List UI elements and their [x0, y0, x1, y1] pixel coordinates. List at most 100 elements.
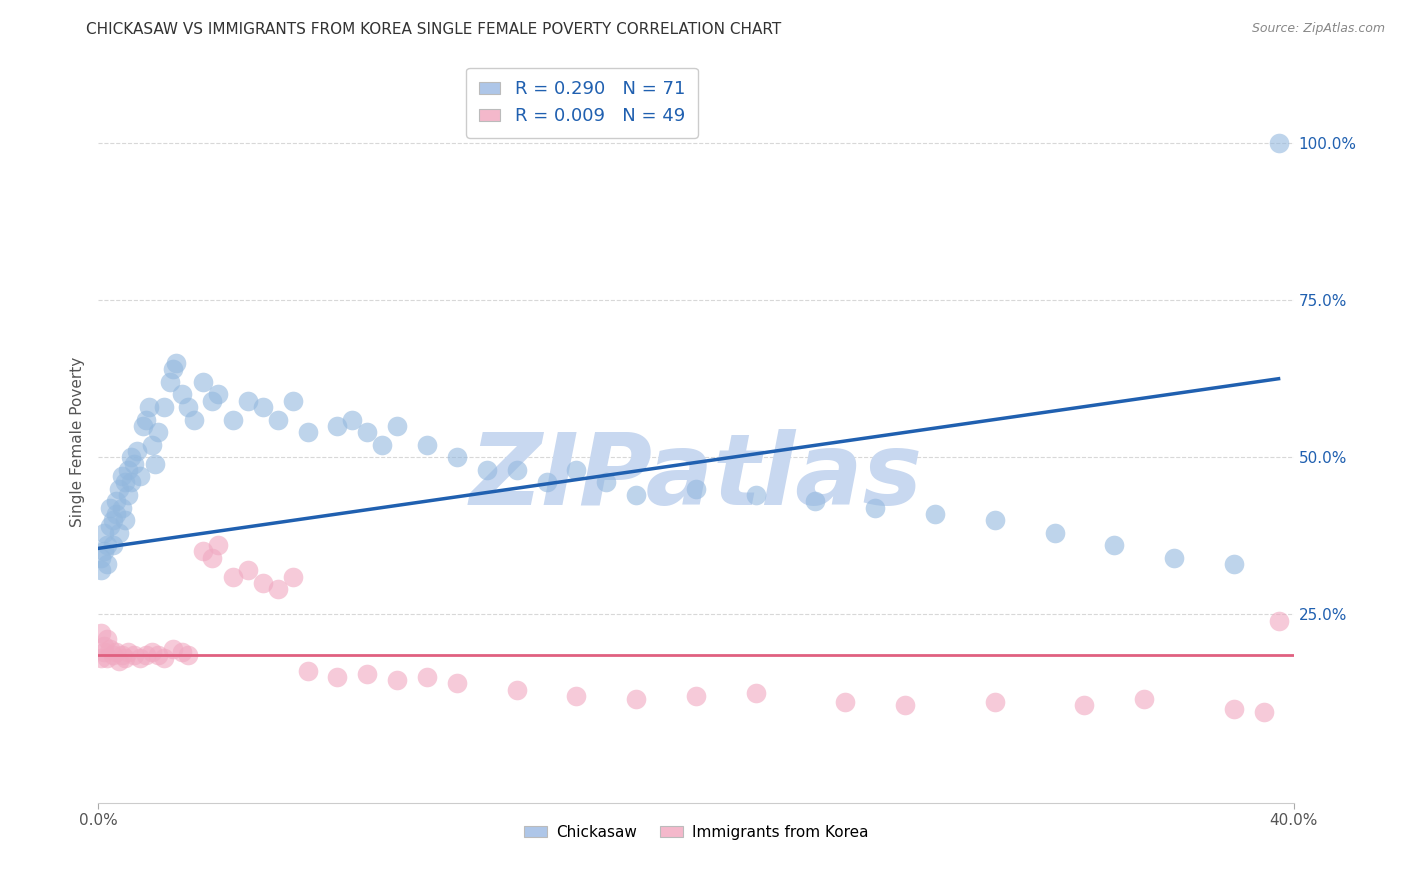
Point [1104, 538, 1126, 552]
Point [141, 645, 163, 659]
Point [117, 645, 139, 659]
Point [114, 651, 136, 665]
Point [153, 651, 176, 665]
Text: ZIPatlas: ZIPatlas [470, 429, 922, 526]
Point [252, 575, 274, 590]
Point [201, 550, 224, 565]
Point [1163, 550, 1185, 565]
Point [475, 463, 498, 477]
Point [96, 651, 118, 665]
Point [105, 645, 128, 659]
Point [565, 463, 588, 477]
Point [117, 488, 139, 502]
Point [111, 469, 134, 483]
Point [162, 362, 184, 376]
Point [90, 651, 112, 665]
Point [129, 469, 152, 483]
Y-axis label: Single Female Poverty: Single Female Poverty [69, 357, 84, 526]
Point [143, 457, 166, 471]
Point [894, 698, 917, 713]
Point [93, 544, 115, 558]
Point [93, 639, 115, 653]
Point [108, 525, 131, 540]
Point [236, 563, 259, 577]
Point [191, 544, 214, 558]
Point [281, 569, 304, 583]
Point [506, 463, 529, 477]
Point [114, 475, 136, 490]
Point [201, 393, 224, 408]
Point [297, 425, 319, 439]
Point [745, 686, 768, 700]
Point [124, 648, 146, 662]
Point [207, 387, 229, 401]
Point [103, 513, 125, 527]
Point [132, 418, 155, 433]
Point [103, 538, 125, 552]
Point [96, 538, 118, 552]
Point [129, 651, 152, 665]
Point [98, 500, 122, 515]
Point [108, 655, 131, 669]
Point [105, 507, 128, 521]
Point [356, 667, 378, 681]
Point [114, 513, 136, 527]
Point [98, 641, 122, 656]
Point [103, 648, 125, 662]
Point [416, 438, 439, 452]
Point [297, 664, 319, 678]
Point [745, 488, 768, 502]
Point [865, 500, 887, 515]
Point [804, 494, 827, 508]
Point [138, 400, 160, 414]
Point [536, 475, 558, 490]
Point [1267, 614, 1289, 628]
Point [326, 670, 349, 684]
Point [117, 463, 139, 477]
Text: Source: ZipAtlas.com: Source: ZipAtlas.com [1251, 22, 1385, 36]
Point [1223, 701, 1246, 715]
Point [191, 375, 214, 389]
Point [153, 400, 176, 414]
Point [96, 632, 118, 647]
Point [93, 645, 115, 659]
Text: CHICKASAW VS IMMIGRANTS FROM KOREA SINGLE FEMALE POVERTY CORRELATION CHART: CHICKASAW VS IMMIGRANTS FROM KOREA SINGL… [87, 22, 782, 37]
Point [177, 400, 200, 414]
Point [127, 444, 149, 458]
Point [183, 412, 205, 426]
Point [162, 641, 184, 656]
Point [98, 519, 122, 533]
Point [159, 375, 181, 389]
Point [165, 356, 187, 370]
Point [90, 563, 112, 577]
Point [1133, 692, 1156, 706]
Point [326, 418, 349, 433]
Point [267, 582, 290, 597]
Point [120, 450, 142, 465]
Point [135, 412, 157, 426]
Point [148, 425, 170, 439]
Legend: Chickasaw, Immigrants from Korea: Chickasaw, Immigrants from Korea [517, 819, 875, 846]
Point [141, 438, 163, 452]
Point [252, 400, 274, 414]
Point [506, 682, 529, 697]
Point [281, 393, 304, 408]
Point [1223, 557, 1246, 571]
Point [924, 507, 946, 521]
Point [96, 557, 118, 571]
Point [595, 475, 617, 490]
Point [626, 488, 648, 502]
Point [1267, 136, 1289, 150]
Point [834, 695, 856, 709]
Point [90, 550, 112, 565]
Point [685, 482, 707, 496]
Point [371, 438, 394, 452]
Point [120, 475, 142, 490]
Point [236, 393, 259, 408]
Point [356, 425, 378, 439]
Point [1253, 705, 1275, 719]
Point [984, 513, 1007, 527]
Point [108, 482, 131, 496]
Point [207, 538, 229, 552]
Point [342, 412, 364, 426]
